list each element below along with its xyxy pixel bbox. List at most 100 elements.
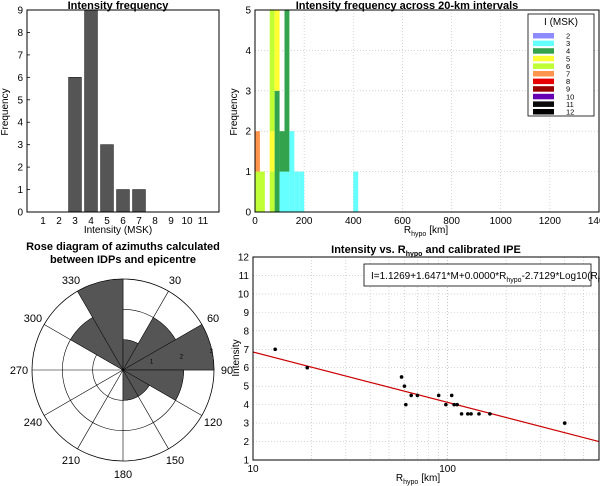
p2-tick-labels: 0200400600800100012001400012345 xyxy=(245,6,600,228)
p2-legend-label-6: 6 xyxy=(566,62,570,71)
p3-spoke-240 xyxy=(44,369,124,416)
p1-xtick-2: 2 xyxy=(56,216,62,227)
p1-bar-4 xyxy=(84,9,98,213)
p4-equation: I=1.1269+1.6471*M+0.0000*Rhypo-2.7129*Lo… xyxy=(363,263,600,287)
p1-xtick-5: 5 xyxy=(104,216,110,227)
p3-angle-label-180: 180 xyxy=(114,469,132,481)
p2-legend-swatch-7 xyxy=(533,71,554,77)
p4-point-9 xyxy=(449,393,454,398)
p2-bar-5-seg-0 xyxy=(284,171,290,212)
p2-bar-2-seg-1 xyxy=(269,131,275,172)
p4-fit-line xyxy=(252,351,600,443)
p2-legend-swatch-8 xyxy=(533,78,554,85)
intensity-frequency-panel: Intensity frequency 1 2 3 4 5 6 7 8 9 10 110123456… xyxy=(0,0,220,236)
p4-points xyxy=(273,347,567,425)
p2-xtick-600: 600 xyxy=(394,216,411,227)
p3-angle-label-210: 210 xyxy=(62,455,80,467)
p2-legend-swatch-5 xyxy=(533,55,554,62)
p2-bar-2-seg-0 xyxy=(269,171,275,212)
intensity-vs-distance-panel: Intensity vs. Rhypo and calibrated IPE 10… xyxy=(231,244,600,486)
p4-point-13 xyxy=(465,412,470,416)
p4-ytick-3: 3 xyxy=(243,419,249,430)
p4-xtick-100: 100 xyxy=(439,464,456,475)
p2-legend-swatch-11 xyxy=(533,101,554,107)
p2-legend-swatch-10 xyxy=(533,93,554,100)
p1-bar-3 xyxy=(68,77,82,213)
p3-wedge-105 xyxy=(122,369,184,401)
p2-axes-frame xyxy=(254,9,600,213)
p2-bar-5-seg-1 xyxy=(284,10,290,172)
p2-legend-title: I (MSK) xyxy=(544,17,578,28)
p3-angle-label-330: 330 xyxy=(62,275,80,287)
p4-ytick-8: 8 xyxy=(243,326,249,337)
p2-xtick-1200: 1200 xyxy=(539,216,562,227)
p2-bar-4-seg-1 xyxy=(279,131,285,172)
p2-bar-9-seg-0 xyxy=(353,171,359,212)
p2-xtick-1000: 1000 xyxy=(490,216,513,227)
p2-bar-3-seg-0 xyxy=(274,90,280,212)
p4-xtick-10: 10 xyxy=(247,464,259,475)
p3-ring-label-1: 1 xyxy=(150,360,154,366)
p2-xtick-800: 800 xyxy=(443,216,460,227)
p1-ytick-3: 3 xyxy=(17,140,23,151)
p4-ytick-6: 6 xyxy=(243,363,249,374)
p4-ytick-9: 9 xyxy=(243,308,249,319)
p2-legend-swatch-12 xyxy=(533,109,554,115)
p1-bars xyxy=(68,9,146,213)
p2-xtick-0: 0 xyxy=(252,216,258,227)
p2-xtick-1400: 1400 xyxy=(588,216,600,227)
p4-point-14 xyxy=(469,412,473,416)
p4-point-1 xyxy=(305,365,310,370)
p4-point-7 xyxy=(436,393,441,398)
p2-legend-swatch-2 xyxy=(533,33,554,39)
p1-ytick-7: 7 xyxy=(17,50,23,61)
p4-point-6 xyxy=(415,393,420,398)
p2-legend-label-3: 3 xyxy=(566,39,570,48)
p3-wedges xyxy=(70,278,215,401)
p4-point-10 xyxy=(452,402,456,407)
p1-ytick-5: 5 xyxy=(17,95,23,106)
p3-angle-label-30: 30 xyxy=(169,275,181,287)
p4-point-0 xyxy=(273,347,277,352)
p3-angle-label-150: 150 xyxy=(166,455,184,467)
p4-ytick-4: 4 xyxy=(243,400,249,411)
p4-fit-line-path xyxy=(252,351,600,443)
p4-gridlines xyxy=(252,256,599,461)
p2-xlabel: Rhypo [km] xyxy=(404,225,449,238)
rose-diagram-panel: Rose diagram of azimuths calculated betw… xyxy=(10,241,233,481)
p1-ytick-0: 0 xyxy=(17,208,23,219)
p2-bar-7-seg-0 xyxy=(294,171,300,212)
p4-point-4 xyxy=(404,402,408,407)
p4-ylabel: Intensity xyxy=(231,339,242,376)
p4-point-12 xyxy=(459,412,464,416)
p4-ytick-10: 10 xyxy=(238,289,250,300)
p2-ytick-3: 3 xyxy=(245,86,251,97)
p3-angle-label-240: 240 xyxy=(24,417,42,429)
p2-legend-swatch-4 xyxy=(533,48,554,54)
p1-ytick-6: 6 xyxy=(17,73,23,84)
p1-xtick-10: 10 xyxy=(181,216,193,227)
p2-bar-4-seg-0 xyxy=(279,171,285,212)
p3-ring-label-3: 3 xyxy=(210,349,214,355)
p1-title: Intensity frequency xyxy=(68,0,170,12)
p1-ytick-2: 2 xyxy=(17,163,23,174)
p2-bar-0-seg-0 xyxy=(255,171,260,212)
p4-ytick-2: 2 xyxy=(243,437,249,448)
p1-xtick-4: 4 xyxy=(88,216,94,227)
p2-ytick-1: 1 xyxy=(245,167,251,178)
p4-point-3 xyxy=(402,384,407,388)
p2-ylabel: Frequency xyxy=(229,88,240,135)
p4-ytick-7: 7 xyxy=(243,345,249,356)
p2-ytick-4: 4 xyxy=(245,46,251,57)
p3-angle-labels: 30 60 90 120 150 180 210 240 270 300 330 1 2 3 xyxy=(10,275,233,481)
p2-ytick-2: 2 xyxy=(245,127,251,138)
p4-point-17 xyxy=(562,421,567,425)
p2-ytick-5: 5 xyxy=(245,6,251,17)
p3-angle-label-60: 60 xyxy=(207,313,219,325)
p3-title-line1: Rose diagram of azimuths calculated xyxy=(26,241,220,253)
p1-xtick-9: 9 xyxy=(168,216,174,227)
p1-xtick-7: 7 xyxy=(136,216,142,227)
p4-point-16 xyxy=(488,412,492,416)
